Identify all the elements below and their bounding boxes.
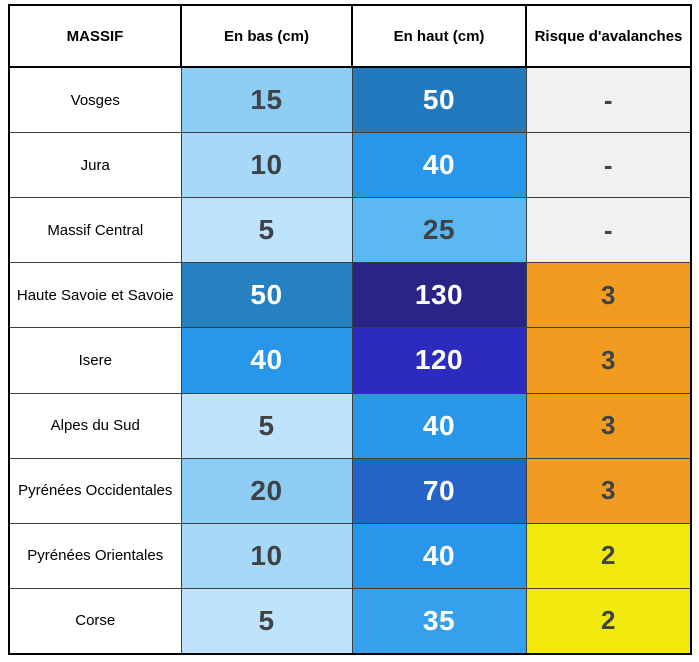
risque-value-cell: 2 (525, 587, 692, 655)
risque-value-cell: - (525, 197, 692, 264)
header-row: MASSIF En bas (cm) En haut (cm) Risque d… (8, 4, 692, 68)
en-haut-value-cell: 25 (351, 197, 527, 264)
table-row: Alpes du Sud 5 40 3 (8, 392, 692, 459)
en-haut-value-cell: 35 (351, 587, 527, 655)
en-bas-value-cell: 5 (180, 392, 353, 459)
en-bas-value-cell: 5 (180, 197, 353, 264)
en-bas-value-cell: 50 (180, 262, 353, 329)
en-haut-value-cell: 50 (351, 66, 527, 134)
col-header-en-haut: En haut (cm) (351, 4, 527, 68)
table-row: Isere 40 120 3 (8, 327, 692, 394)
table-row: Jura 10 40- (8, 132, 692, 199)
massif-cell: Vosges (8, 66, 182, 134)
massif-cell: Haute Savoie et Savoie (8, 262, 182, 329)
massif-cell: Jura (8, 132, 182, 199)
risque-value-cell: 3 (525, 457, 692, 524)
en-haut-value-cell: 120 (351, 327, 527, 394)
en-haut-value-cell: 40 (351, 132, 527, 199)
en-bas-value-cell: 40 (180, 327, 353, 394)
col-header-en-bas: En bas (cm) (180, 4, 353, 68)
table-row: Pyrénées Occidentales 20 70 3 (8, 457, 692, 524)
snow-avalanche-table-container: MASSIF En bas (cm) En haut (cm) Risque d… (8, 4, 692, 655)
risque-value-cell: 3 (525, 392, 692, 459)
en-bas-value-cell: 10 (180, 132, 353, 199)
risque-value-cell: - (525, 66, 692, 134)
table-row: Massif Central 5 25- (8, 197, 692, 264)
en-haut-value-cell: 70 (351, 457, 527, 524)
risque-value-cell: 2 (525, 522, 692, 589)
table-row: Pyrénées Orientales 10 40 2 (8, 522, 692, 589)
risque-value-cell: - (525, 132, 692, 199)
risque-value-cell: 3 (525, 262, 692, 329)
massif-cell: Isere (8, 327, 182, 394)
en-bas-value-cell: 20 (180, 457, 353, 524)
en-haut-value-cell: 130 (351, 262, 527, 329)
table-row: Vosges 15 50- (8, 66, 692, 134)
risque-value-cell: 3 (525, 327, 692, 394)
en-haut-value-cell: 40 (351, 392, 527, 459)
massif-cell: Massif Central (8, 197, 182, 264)
en-bas-value-cell: 15 (180, 66, 353, 134)
massif-cell: Pyrénées Orientales (8, 522, 182, 589)
massif-cell: Alpes du Sud (8, 392, 182, 459)
en-bas-value-cell: 5 (180, 587, 353, 655)
col-header-risque: Risque d'avalanches (525, 4, 692, 68)
table-row: Haute Savoie et Savoie 50 130 3 (8, 262, 692, 329)
en-bas-value-cell: 10 (180, 522, 353, 589)
massif-cell: Corse (8, 587, 182, 655)
massif-cell: Pyrénées Occidentales (8, 457, 182, 524)
en-haut-value-cell: 40 (351, 522, 527, 589)
snow-avalanche-table: MASSIF En bas (cm) En haut (cm) Risque d… (8, 4, 692, 655)
table-row: Corse 5 35 2 (8, 587, 692, 655)
col-header-massif: MASSIF (8, 4, 182, 68)
